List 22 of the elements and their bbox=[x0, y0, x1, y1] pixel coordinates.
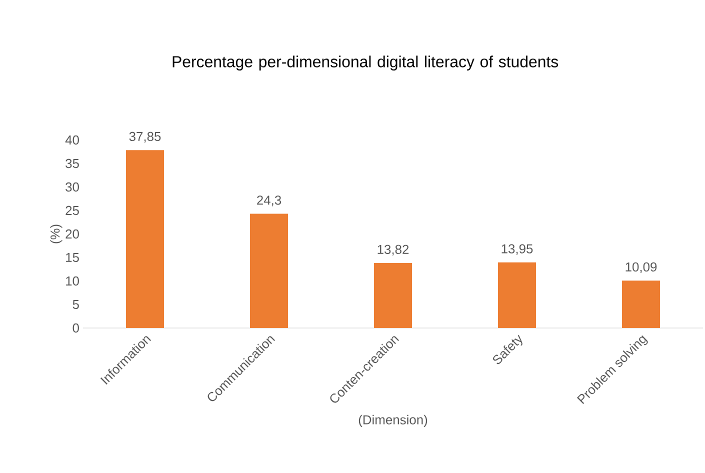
data-label: 24,3 bbox=[257, 196, 282, 206]
y-tick-label: 20 bbox=[66, 229, 79, 239]
bar bbox=[498, 262, 536, 328]
bar bbox=[126, 150, 164, 328]
data-label: 37,85 bbox=[129, 132, 161, 143]
y-tick-label: 10 bbox=[66, 276, 79, 286]
y-tick-label: 0 bbox=[72, 323, 79, 333]
y-tick-label: 40 bbox=[65, 135, 79, 145]
bar bbox=[622, 280, 660, 328]
y-tick-label: 30 bbox=[66, 182, 79, 192]
bar bbox=[250, 214, 288, 328]
y-tick-label: 15 bbox=[66, 252, 79, 262]
y-tick-label: 25 bbox=[66, 206, 79, 216]
x-axis-title: (Dimension) bbox=[358, 414, 428, 427]
y-tick-label: 35 bbox=[66, 158, 79, 168]
data-label: 10,09 bbox=[626, 262, 657, 274]
data-label: 13,82 bbox=[378, 244, 409, 256]
chart-title: Percentage per-dimensional digital literacy of students bbox=[172, 56, 558, 71]
data-label: 13,95 bbox=[502, 244, 533, 255]
y-axis-title: (%) bbox=[50, 224, 62, 244]
y-tick-label: 5 bbox=[72, 300, 79, 310]
bar bbox=[374, 263, 412, 328]
